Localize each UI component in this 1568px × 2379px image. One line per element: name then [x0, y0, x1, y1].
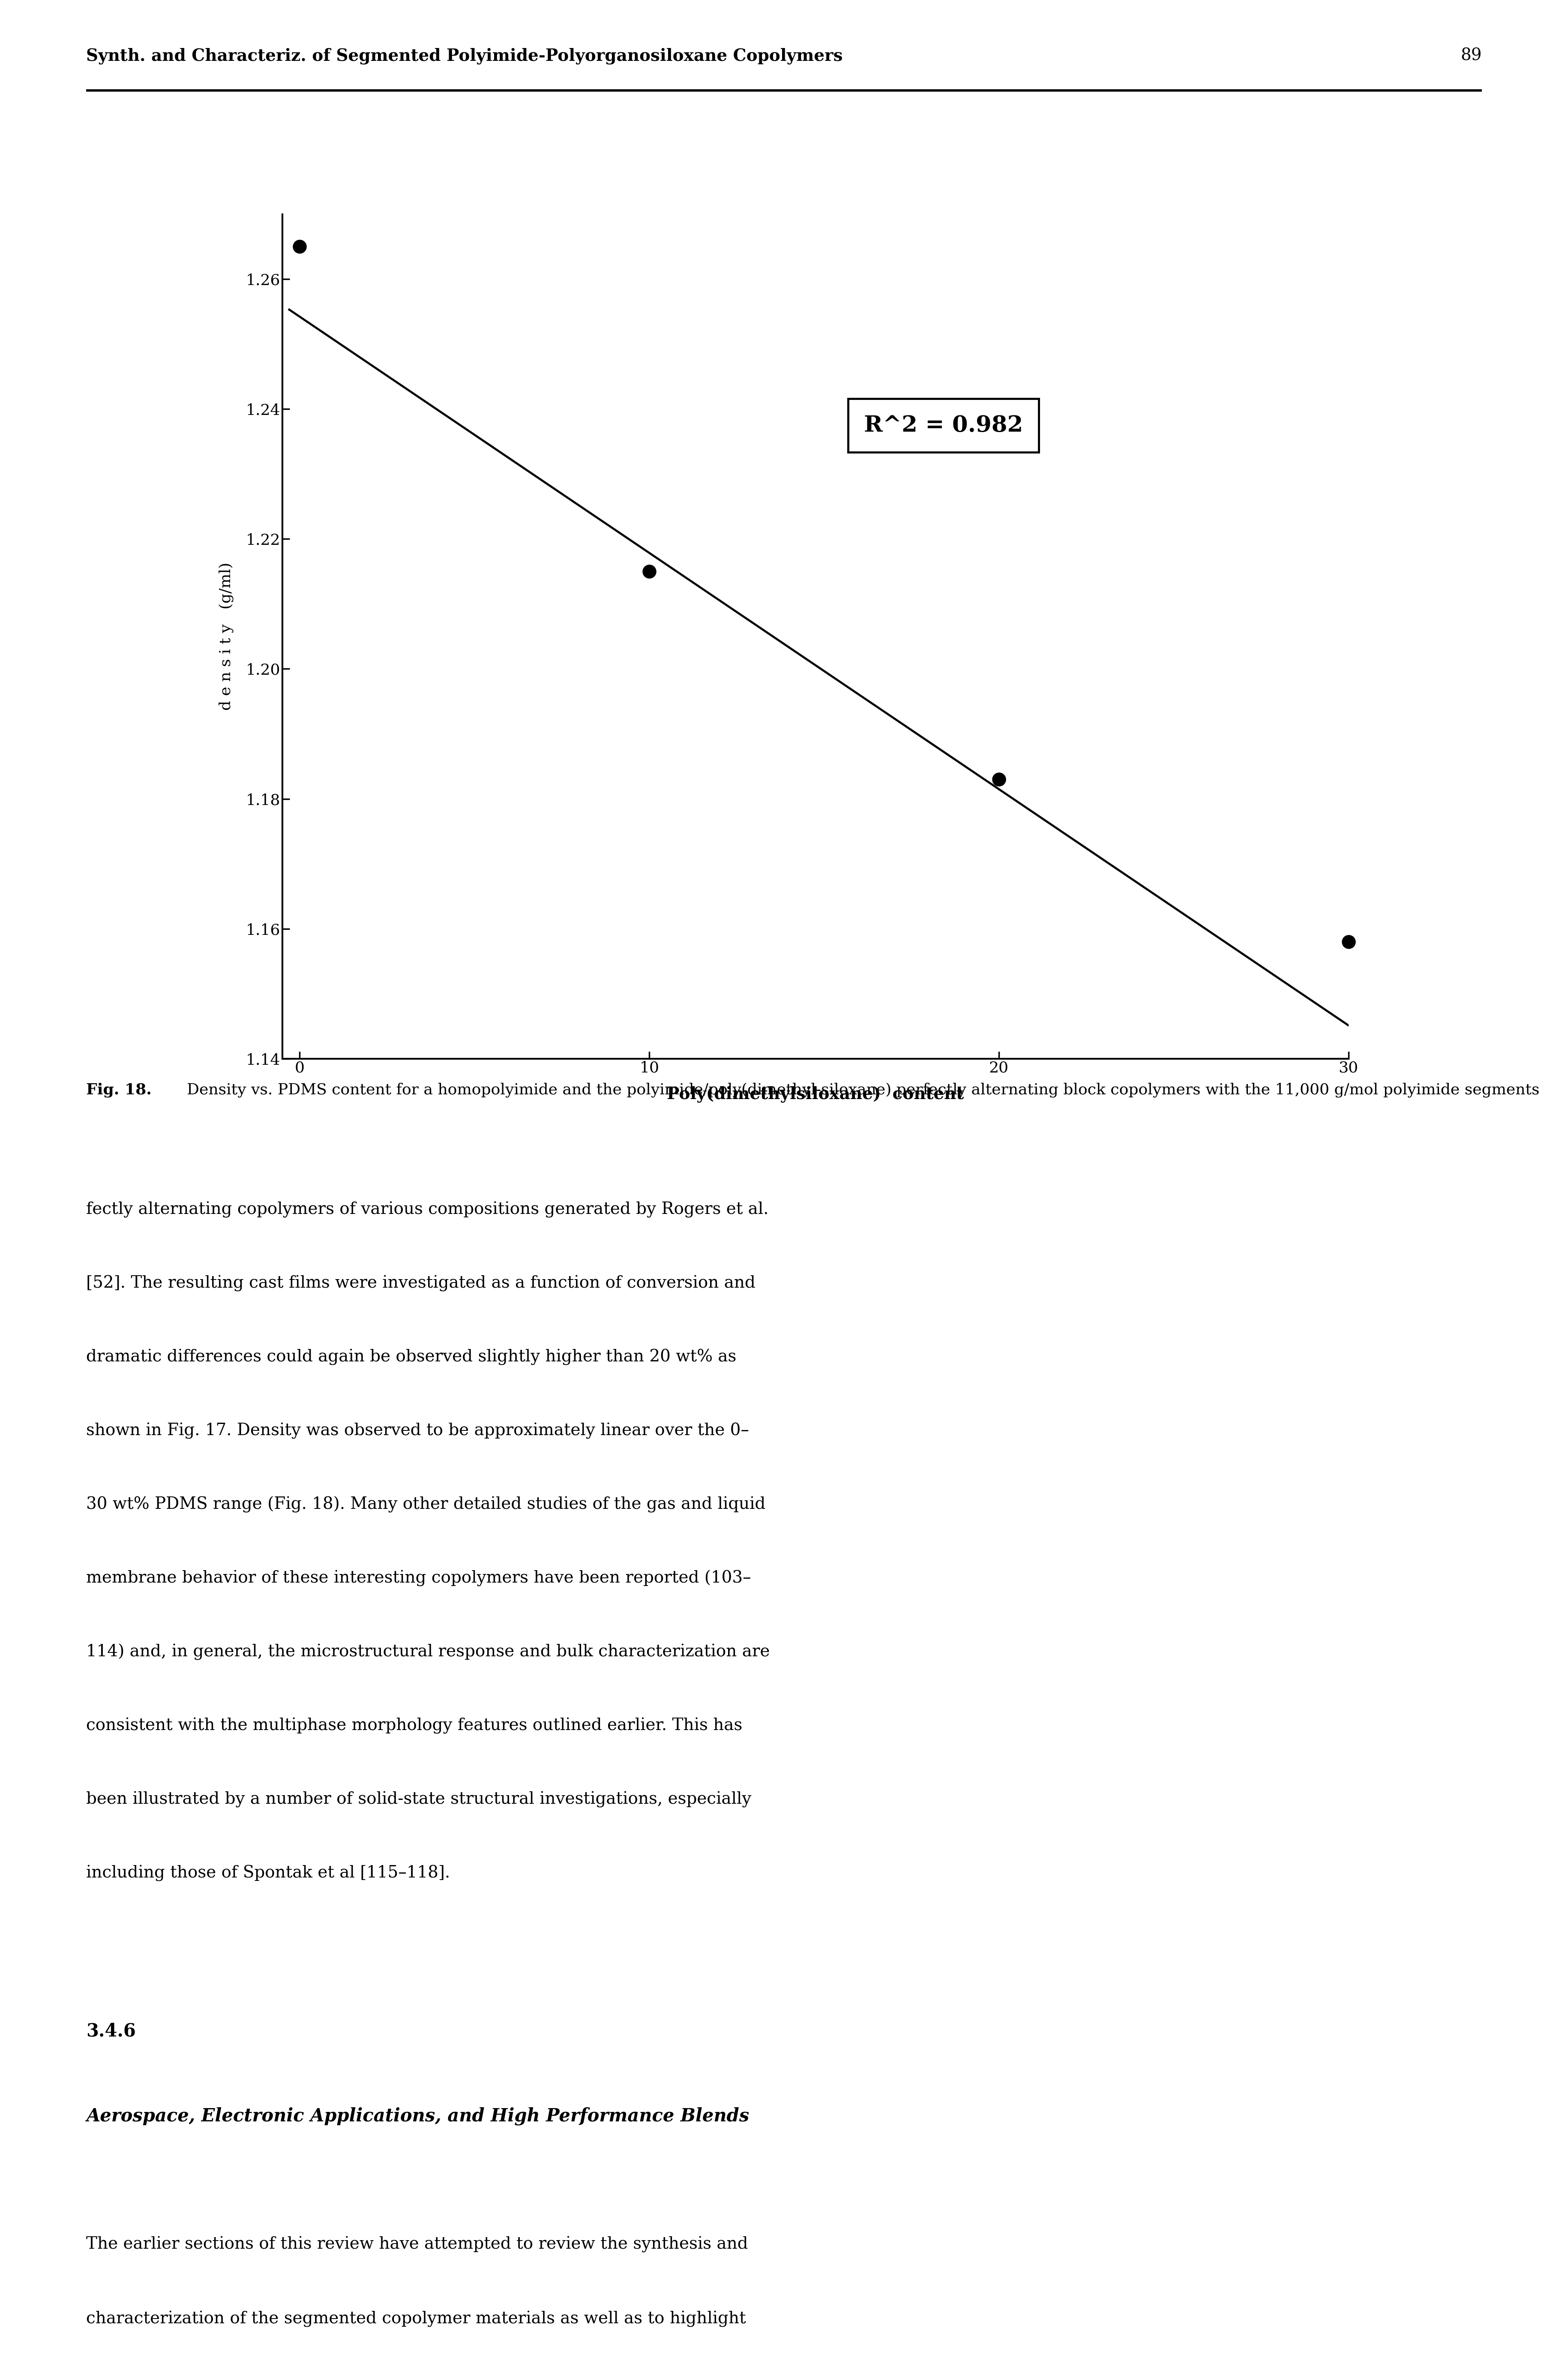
Text: R^2 = 0.982: R^2 = 0.982	[864, 414, 1022, 435]
Text: dramatic differences could again be observed slightly higher than 20 wt% as: dramatic differences could again be obse…	[86, 1349, 737, 1366]
Text: fectly alternating copolymers of various compositions generated by Rogers et al.: fectly alternating copolymers of various…	[86, 1201, 768, 1218]
Text: consistent with the multiphase morphology features outlined earlier. This has: consistent with the multiphase morpholog…	[86, 1718, 743, 1734]
Text: been illustrated by a number of solid-state structural investigations, especiall: been illustrated by a number of solid-st…	[86, 1791, 751, 1808]
Text: The earlier sections of this review have attempted to review the synthesis and: The earlier sections of this review have…	[86, 2236, 748, 2253]
Text: Synth. and Characteriz. of Segmented Polyimide-Polyorganosiloxane Copolymers: Synth. and Characteriz. of Segmented Pol…	[86, 48, 844, 64]
Text: 114) and, in general, the microstructural response and bulk characterization are: 114) and, in general, the microstructura…	[86, 1644, 770, 1661]
Point	[287, 228, 312, 266]
Y-axis label: d e n s i t y   (g/ml): d e n s i t y (g/ml)	[220, 561, 234, 711]
Text: 30 wt% PDMS range (Fig. 18). Many other detailed studies of the gas and liquid: 30 wt% PDMS range (Fig. 18). Many other …	[86, 1496, 765, 1513]
Text: Aerospace, Electronic Applications, and High Performance Blends: Aerospace, Electronic Applications, and …	[86, 2108, 750, 2124]
Point	[1336, 923, 1361, 961]
Text: Fig. 18.: Fig. 18.	[86, 1082, 152, 1097]
Text: 89: 89	[1460, 48, 1482, 64]
Text: membrane behavior of these interesting copolymers have been reported (103–: membrane behavior of these interesting c…	[86, 1570, 751, 1587]
Point	[637, 552, 662, 590]
Text: Density vs. PDMS content for a homopolyimide and the polyimide/poly(dimethyl-sil: Density vs. PDMS content for a homopolyi…	[177, 1082, 1540, 1097]
Text: characterization of the segmented copolymer materials as well as to highlight: characterization of the segmented copoly…	[86, 2310, 746, 2327]
X-axis label: Poly(dimethylsiloxane)  content: Poly(dimethylsiloxane) content	[666, 1087, 964, 1101]
Text: including those of Spontak et al [115–118].: including those of Spontak et al [115–11…	[86, 1865, 450, 1882]
Point	[986, 761, 1011, 799]
Text: [52]. The resulting cast films were investigated as a function of conversion and: [52]. The resulting cast films were inve…	[86, 1275, 756, 1292]
Text: shown in Fig. 17. Density was observed to be approximately linear over the 0–: shown in Fig. 17. Density was observed t…	[86, 1423, 750, 1439]
Text: 3.4.6: 3.4.6	[86, 2022, 136, 2041]
